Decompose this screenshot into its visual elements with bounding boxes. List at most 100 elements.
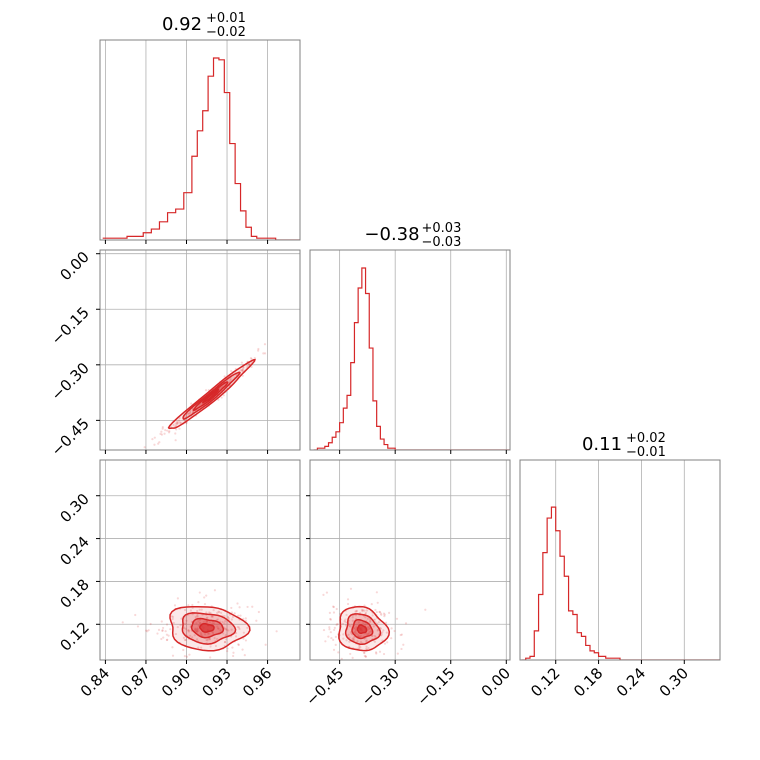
sample-point <box>348 640 351 643</box>
sample-point <box>358 646 361 650</box>
sample-point <box>179 624 182 627</box>
sample-point <box>165 638 169 642</box>
sample-point <box>191 603 194 607</box>
sample-point <box>248 362 251 366</box>
sample-point <box>354 674 356 676</box>
sample-point <box>187 630 191 633</box>
sample-point <box>348 624 351 627</box>
sample-point <box>227 629 230 632</box>
x-tick-label: −0.30 <box>358 664 403 709</box>
sample-point <box>227 617 230 620</box>
sample-point <box>333 626 336 630</box>
sample-point <box>166 638 169 641</box>
sample-point <box>251 605 254 608</box>
sample-point <box>161 426 164 429</box>
sample-point <box>369 629 373 633</box>
sample-point <box>159 432 162 436</box>
sample-point <box>346 598 350 601</box>
sample-point <box>237 643 240 647</box>
sample-point <box>189 634 192 637</box>
sample-point <box>174 439 177 442</box>
sample-point <box>196 615 199 618</box>
sample-point <box>174 432 177 435</box>
sample-point <box>231 615 235 619</box>
sample-point <box>232 651 235 654</box>
axes-frame <box>99 249 301 451</box>
sample-point <box>396 652 399 655</box>
sample-point <box>205 594 208 597</box>
sample-point <box>198 618 202 622</box>
sample-point <box>203 602 207 606</box>
sample-point <box>333 628 336 632</box>
sample-point <box>332 605 335 608</box>
sample-point <box>177 419 181 422</box>
sample-point <box>402 643 405 646</box>
sample-point <box>213 589 217 592</box>
sample-point <box>344 621 347 624</box>
sample-point <box>322 593 325 597</box>
sample-point <box>208 621 211 624</box>
sample-point <box>246 626 249 629</box>
sample-point <box>395 617 399 620</box>
sample-point <box>263 343 267 346</box>
sample-point <box>226 649 229 653</box>
histogram-panel-0: 0.92 +0.01−0.02 <box>99 11 301 244</box>
sample-point <box>372 625 375 628</box>
panel-title-plus: +0.01 <box>206 11 246 26</box>
sample-point <box>349 587 353 590</box>
sample-point <box>191 636 194 639</box>
sample-point <box>161 629 164 632</box>
sample-point <box>205 638 208 642</box>
sample-point <box>193 634 196 637</box>
sample-point <box>134 613 137 617</box>
sample-point <box>206 620 209 623</box>
sample-point <box>222 632 225 635</box>
sample-point <box>209 611 212 615</box>
panel-title-minus: −0.02 <box>206 25 246 40</box>
sample-point <box>165 633 169 636</box>
sample-point <box>332 648 336 651</box>
sample-point <box>153 443 156 446</box>
sample-point <box>176 422 179 425</box>
sample-point <box>393 629 396 633</box>
sample-point <box>234 635 238 638</box>
sample-point <box>361 609 365 612</box>
sample-point <box>383 642 387 645</box>
sample-point <box>184 622 187 625</box>
x-tick-label: 0.30 <box>656 664 692 700</box>
sample-point <box>183 626 186 629</box>
sample-point <box>364 616 367 619</box>
sample-point <box>218 610 221 614</box>
panel-title-plus: +0.03 <box>422 221 462 236</box>
sample-point <box>176 421 179 424</box>
sample-point <box>205 620 208 624</box>
sample-point <box>225 628 228 632</box>
x-tick-label: 0.87 <box>117 664 153 700</box>
sample-point <box>202 620 205 624</box>
sample-point <box>216 625 219 628</box>
panel-title-minus: −0.01 <box>626 445 666 460</box>
sample-point <box>156 632 159 635</box>
sample-point <box>145 629 148 632</box>
sample-point <box>211 631 215 634</box>
sample-point <box>198 608 201 611</box>
sample-point <box>208 611 211 614</box>
panel-title-minus: −0.03 <box>422 235 462 250</box>
sample-point <box>357 635 361 638</box>
sample-point <box>242 617 245 620</box>
sample-point <box>220 396 223 399</box>
sample-point <box>390 637 393 640</box>
sample-point <box>226 647 229 650</box>
sample-point <box>211 615 214 618</box>
sample-point <box>175 428 178 431</box>
contour-level-4 <box>199 622 215 633</box>
axes-frame <box>99 39 301 241</box>
sample-point <box>224 638 228 641</box>
sample-point <box>378 610 381 614</box>
sample-point <box>223 627 226 630</box>
sample-point <box>400 633 403 636</box>
sample-point <box>334 643 337 646</box>
sample-point <box>146 630 149 633</box>
sample-point <box>229 379 232 382</box>
sample-point <box>340 657 343 660</box>
